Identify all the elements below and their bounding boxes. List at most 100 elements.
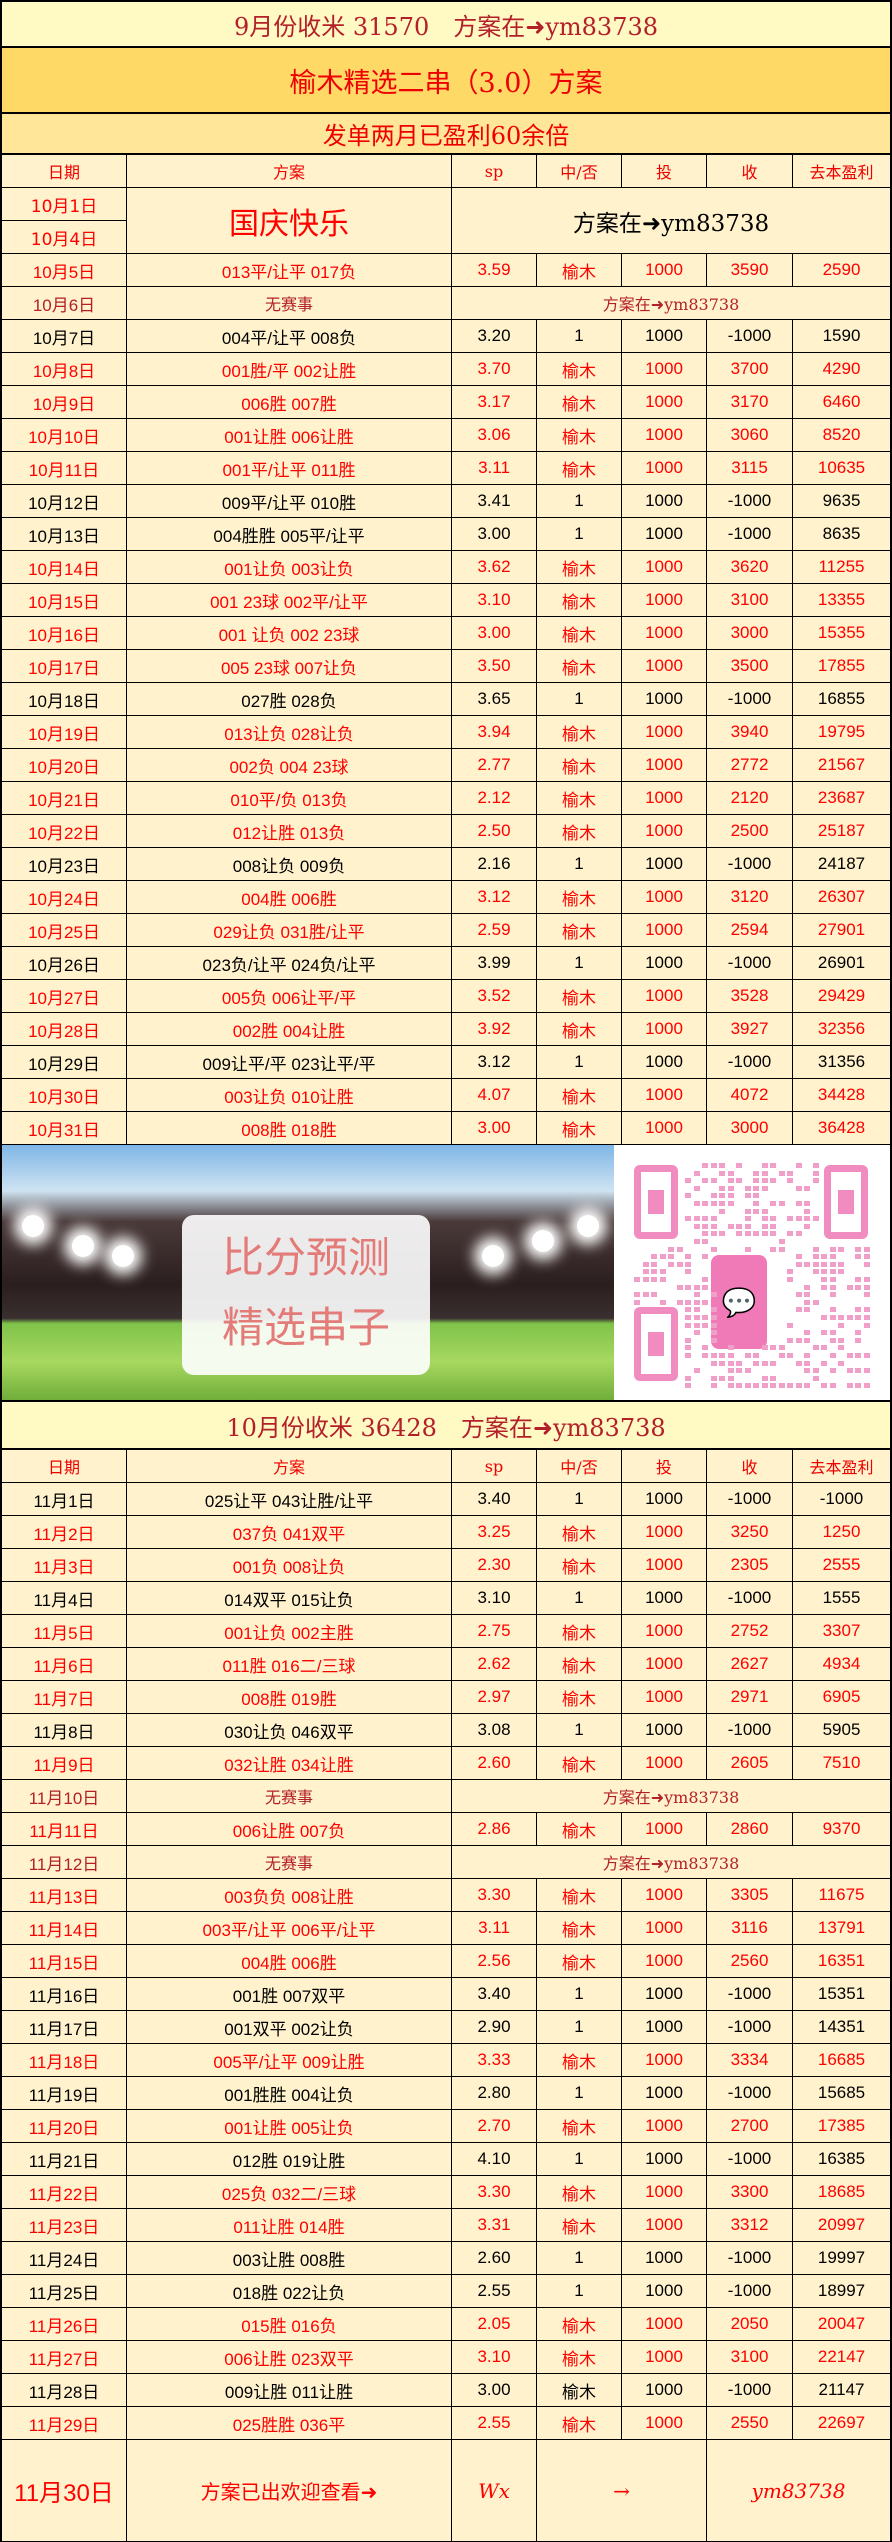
qr-module [829,1353,836,1358]
plan-cell: 003负负 008让胜 [127,1879,452,1911]
result-cell: 榆木 [537,617,622,649]
qr-module [829,1269,836,1275]
qr-module [795,1292,802,1298]
sp-cell: 2.50 [452,815,537,847]
qr-module [702,1277,708,1282]
floodlight-icon [532,1230,554,1252]
plan-cell: 013让负 028让负 [127,716,452,748]
qr-module [685,1193,691,1199]
table-row: 10月28日 002胜 004让胜 3.92 榆木 1000 3927 32356 [2,1013,890,1046]
profit-cell: 20997 [817,2215,866,2234]
sp-cell: 3.11 [452,452,537,484]
result-cell: 榆木 [537,2176,622,2208]
result-cell: 榆木 [537,815,622,847]
table-row: 11月28日 009让胜 011让胜 3.00 榆木 1000 -1000 21147 [2,2374,890,2407]
qr-module [685,1269,691,1275]
qr-module [863,1261,870,1267]
stake-cell: 1000 [622,1681,707,1713]
qr-module [770,1375,776,1381]
return-cell: -1000 [707,848,793,880]
contact-note: 方案在➜ym83738 [602,295,740,314]
sp-cell: 2.60 [452,2242,537,2274]
qr-module [846,1368,853,1374]
table-row: 11月20日 001让胜 005让负 2.70 榆木 1000 2700 17385 [2,2110,890,2143]
result-cell: 榆木 [537,419,622,451]
profit-cell: 14351 [817,2017,866,2036]
profit-cell: 16685 [817,2050,866,2069]
return-cell: 3060 [707,419,793,451]
qr-module [634,1277,640,1282]
plan-cell: 004平/让平 008负 [127,320,452,352]
stake-cell: 1000 [622,2374,707,2406]
sp-cell: 3.00 [452,2374,537,2406]
qr-module [702,1231,708,1237]
arrow-icon: → [537,2440,707,2541]
qr-module [804,1284,810,1290]
qr-module [761,1178,768,1184]
result-cell: 1 [537,848,622,880]
stake-cell: 1000 [622,353,707,385]
qr-module [804,1307,810,1313]
table-header-november: 日期 方案 sp 中/否投收去本盈利 [2,1450,890,1483]
date-cell: 10月13日 [2,518,127,550]
qr-module [668,1261,674,1267]
qr-module [753,1231,759,1237]
qr-module [744,1383,751,1389]
date-cell: 10月10日 [2,419,127,451]
header-date-cell: 日期 [2,1450,127,1482]
plan-cell: 009让平/平 023让平/平 [127,1046,452,1078]
stake-cell: 1000 [622,419,707,451]
qr-module [812,1254,819,1260]
sp-cell: 2.86 [452,1813,537,1845]
profit-cell: 18685 [817,2182,866,2201]
qr-module [821,1383,827,1389]
plan-cell: 008让负 009负 [127,848,452,880]
stake-cell: 1000 [622,254,707,286]
qr-module [693,1330,700,1336]
sp-cell: 2.97 [452,1681,537,1713]
qr-module [761,1216,768,1222]
qr-module [761,1231,768,1237]
stake-cell: 1000 [622,881,707,913]
qr-module [787,1277,793,1282]
qr-module [702,1163,708,1168]
stake-cell: 1000 [622,749,707,781]
plan-cell: 009让胜 011让胜 [127,2374,452,2406]
date-cell: 10月22日 [2,815,127,847]
contact-note: 方案在➜ym83738 [602,1854,740,1873]
qr-module [710,1292,717,1298]
final-row: 11月30日 方案已出欢迎查看➜ Wx → ym83738 [2,2440,890,2542]
qr-module [676,1299,683,1305]
qr-module [710,1163,717,1168]
qr-module [787,1322,793,1328]
qr-module [727,1360,734,1366]
qr-module [804,1337,810,1343]
qr-module [821,1277,827,1282]
date-cell: 11月5日 [2,1615,127,1647]
qr-module [770,1223,776,1229]
qr-module [702,1239,708,1244]
date-cell: 10月20日 [2,749,127,781]
qr-module [778,1170,785,1176]
sp-cell: 2.75 [452,1615,537,1647]
qr-module [710,1223,717,1229]
stake-cell: 1000 [622,551,707,583]
result-cell: 榆木 [537,1013,622,1045]
sp-cell: 3.40 [452,1483,537,1515]
plan-cell: 001 让负 002 23球 [127,617,452,649]
sp-cell: 3.62 [452,551,537,583]
qr-module [710,1360,717,1366]
qr-module [855,1353,861,1358]
return-cell: 3000 [707,1112,793,1144]
return-cell: -1000 [707,1046,793,1078]
date-cell: 11月6日 [2,1648,127,1680]
date-cell: 11月18日 [2,2044,127,2076]
sp-cell: 2.55 [452,2275,537,2307]
qr-module [863,1284,870,1290]
qr-module [812,1261,819,1267]
result-cell: 1 [537,320,622,352]
result-cell: 榆木 [537,980,622,1012]
result-cell: 1 [537,1046,622,1078]
result-cell: 1 [537,1714,622,1746]
date-cell: 11月25日 [2,2275,127,2307]
